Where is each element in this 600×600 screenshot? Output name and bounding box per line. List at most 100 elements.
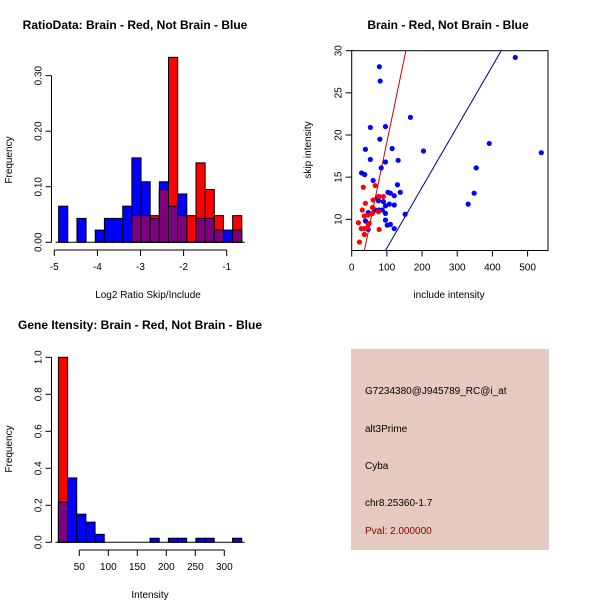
x-axis-label: include intensity <box>413 290 484 301</box>
x-tick-label: 100 <box>100 562 117 573</box>
point-blue <box>473 165 479 171</box>
x-tick-label: -4 <box>93 262 102 273</box>
point-blue <box>382 210 389 217</box>
point-blue <box>370 177 376 184</box>
point-blue <box>386 201 392 207</box>
y-tick-label: 0.0 <box>34 535 45 549</box>
point-blue <box>362 172 368 178</box>
bar-red <box>186 215 197 243</box>
point-red <box>370 197 376 203</box>
x-axis-label: Intensity <box>131 590 168 600</box>
y-tick-label: 0.20 <box>34 121 45 141</box>
x-tick-label: 300 <box>216 562 233 573</box>
bar-blue <box>122 205 133 243</box>
point-blue <box>471 190 477 196</box>
bar-blue <box>222 229 234 243</box>
point-red <box>365 212 371 218</box>
bar-blue <box>94 229 105 243</box>
point-red <box>369 204 376 211</box>
bar-blue <box>177 537 188 543</box>
point-blue <box>367 124 373 131</box>
y-tick-label: 10 <box>334 213 345 225</box>
point-blue <box>402 211 408 217</box>
point-blue <box>391 225 397 232</box>
x-tick-label: -5 <box>50 262 59 273</box>
event-type: alt3Prime <box>365 424 408 435</box>
point-blue <box>420 148 427 154</box>
point-blue <box>377 78 383 84</box>
x-tick-label: -1 <box>222 262 231 273</box>
x-tick-label: 250 <box>187 562 204 573</box>
y-tick-label: 25 <box>334 87 345 99</box>
point-red <box>375 209 382 215</box>
info-panel: G7234380@J945789_RC@i_at alt3Prime Cyba … <box>351 349 549 550</box>
point-blue <box>538 150 544 156</box>
x-tick-label: -2 <box>179 262 188 273</box>
chart-title: Gene Itensity: Brain - Red, Not Brain - … <box>18 318 262 332</box>
point-blue <box>375 198 382 204</box>
point-red <box>356 239 363 245</box>
point-blue <box>387 221 393 227</box>
point-blue <box>391 202 397 208</box>
x-tick-label: 300 <box>449 263 466 274</box>
bar-overlap <box>57 501 69 543</box>
x-tick-label: 0 <box>349 263 355 274</box>
y-tick-label: 1.0 <box>34 350 45 364</box>
y-tick-label: 30 <box>334 45 345 57</box>
point-blue <box>378 165 384 171</box>
point-blue <box>380 199 386 205</box>
point-red <box>376 226 382 233</box>
intensity-scatter: Brain - Red, Not Brain - Blue include in… <box>303 18 549 301</box>
bar-overlap <box>131 215 142 243</box>
point-blue <box>362 146 369 152</box>
y-tick-label: 0.2 <box>34 498 45 512</box>
y-tick-label: 20 <box>334 129 345 141</box>
ratio-histogram: RatioData: Brain - Red, Not Brain - Blue… <box>4 18 248 301</box>
x-tick-label: 200 <box>158 562 175 573</box>
x-tick-label: 100 <box>379 263 396 274</box>
point-red <box>365 221 371 227</box>
y-tick-label: 0.4 <box>34 461 45 475</box>
bar-blue <box>113 217 124 243</box>
bar-blue <box>67 477 78 543</box>
x-tick-label: 150 <box>129 562 146 573</box>
point-blue <box>382 159 389 165</box>
point-blue <box>395 157 401 163</box>
chart-title: RatioData: Brain - Red, Not Brain - Blue <box>23 18 248 32</box>
point-blue <box>397 189 403 195</box>
bar-blue <box>85 521 96 543</box>
point-blue <box>394 182 401 188</box>
fit-line-red <box>363 50 407 251</box>
bar-overlap <box>232 229 243 243</box>
point-blue <box>512 54 518 61</box>
point-blue <box>486 140 492 147</box>
x-tick-label: -3 <box>136 262 145 273</box>
p-value: Pval: 2.000000 <box>365 526 432 537</box>
bar-overlap <box>168 205 179 243</box>
point-blue <box>377 136 383 142</box>
point-blue <box>465 201 471 207</box>
point-blue <box>376 64 382 70</box>
y-tick-label: 0.8 <box>34 387 45 401</box>
y-tick-label: 0.6 <box>34 424 45 438</box>
bar-overlap <box>204 217 215 243</box>
point-blue <box>367 156 373 163</box>
point-red <box>375 193 382 200</box>
y-tick-label: 0.30 <box>34 65 45 85</box>
point-blue <box>382 123 389 130</box>
y-axis-label: Frequency <box>4 425 15 472</box>
bar-blue <box>204 537 215 543</box>
bar-overlap <box>195 217 206 243</box>
point-red <box>360 184 366 190</box>
point-red <box>362 200 369 206</box>
point-blue <box>389 145 395 152</box>
x-axis-label: Log2 Ratio Skip/Include <box>95 290 201 301</box>
bar-overlap <box>213 229 224 243</box>
bar-blue <box>94 533 105 543</box>
bar-overlap <box>177 215 188 243</box>
y-tick-label: 15 <box>334 171 345 183</box>
fit-line-blue <box>385 50 502 251</box>
bar-blue <box>232 537 243 543</box>
x-tick-label: 50 <box>74 562 86 573</box>
